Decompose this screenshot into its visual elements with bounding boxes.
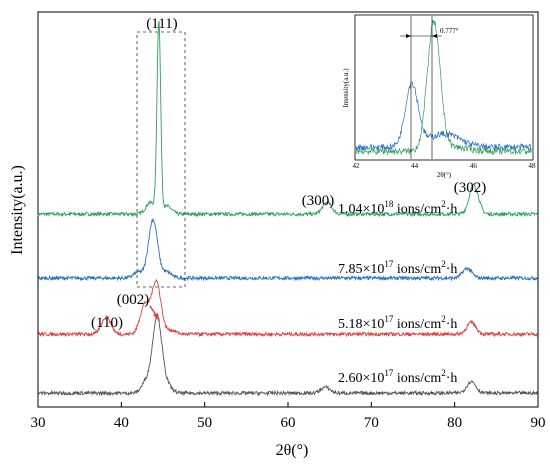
dose-label-3: 5.18×1017 ions/cm2·h: [338, 314, 457, 332]
inset-x-tick-label: 42: [353, 162, 361, 170]
series-line-3: [37, 278, 538, 338]
inset-shift-label: 0.777°: [440, 27, 459, 35]
dose-label-4: 2.60×1017 ions/cm2·h: [338, 368, 457, 386]
inset-frame: [354, 14, 534, 161]
inset-chart: 0.777° 42 44 46 48 2θ(°) Intensity(a.u.): [342, 14, 537, 179]
x-tick-label: 70: [364, 415, 379, 431]
inset-series-layer: [355, 19, 532, 156]
inset-series-line-1: [355, 81, 532, 152]
inset-x-tick-label: 44: [411, 162, 419, 170]
x-axis-label: 2θ(°): [276, 442, 309, 459]
peak-label-300: (300): [302, 193, 335, 209]
inset-arrowhead-left: [406, 34, 411, 38]
peak-label-110: (110): [91, 315, 123, 331]
inset-x-axis-label: 2θ(°): [437, 171, 452, 179]
peak-label-002: (002): [117, 292, 150, 308]
peak-label-111: (111): [146, 16, 177, 32]
dose-label-1: 1.04×1018 ions/cm2·h: [338, 199, 457, 217]
series-line-1: [37, 20, 538, 218]
peak-highlight-box: [136, 31, 186, 288]
series-layer: [37, 20, 538, 397]
x-tick-label: 30: [31, 415, 46, 431]
y-axis-label: Intensity(a.u.): [9, 165, 26, 255]
dose-label-2: 7.85×1017 ions/cm2·h: [338, 259, 457, 277]
inset-x-tick-label: 46: [470, 162, 478, 170]
inset-y-axis-label: Intensity(a.u.): [342, 68, 350, 108]
series-line-2: [37, 217, 538, 282]
inset-series-line-2: [355, 19, 532, 156]
x-tick-label: 50: [197, 415, 212, 431]
inset-x-ticks: 42 44 46 48: [353, 162, 537, 170]
x-axis-ticks: 30 40 50 60 70 80 90: [31, 402, 546, 431]
x-tick-label: 90: [531, 415, 546, 431]
inset-arrowhead-right: [432, 34, 437, 38]
x-tick-label: 80: [447, 415, 462, 431]
peak-002-arrowhead: [153, 313, 159, 321]
series-line-4: [37, 313, 538, 397]
peak-label-302: (302): [454, 180, 487, 196]
x-tick-label: 40: [114, 415, 129, 431]
x-tick-label: 60: [281, 415, 296, 431]
inset-x-tick-label: 48: [529, 162, 537, 170]
